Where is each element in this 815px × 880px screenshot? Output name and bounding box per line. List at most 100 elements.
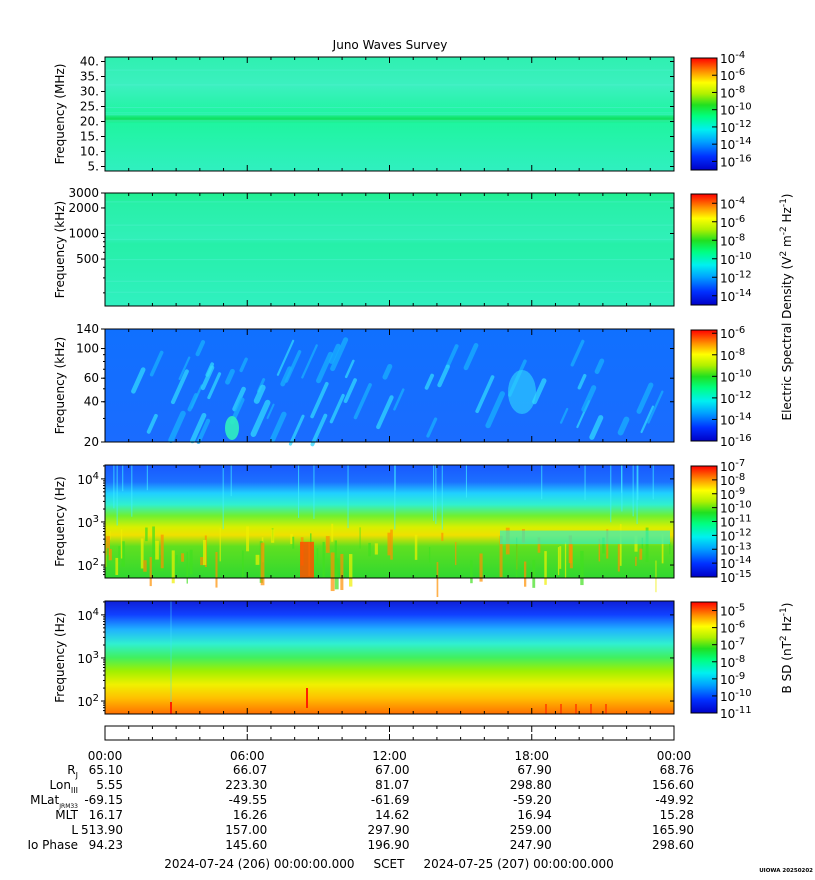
y-tick-label: 102 xyxy=(77,557,99,573)
colorbar-tick-label: 10-16 xyxy=(720,433,752,449)
ephemeris-row-label: MLatJRM33 xyxy=(30,793,78,810)
ephemeris-row-label: Io Phase xyxy=(27,838,78,852)
x-tick-label: 12:00 xyxy=(372,749,407,763)
colorbar-tick-label: 10-13 xyxy=(720,541,752,557)
colorbar-tick-label: 10-16 xyxy=(720,153,752,169)
y-tick-label: 15. xyxy=(80,130,99,144)
ephemeris-row-label: MLT xyxy=(55,808,78,822)
panels-group: 40.35.30.25.20.15.10.5. Frequency (MHz) 30… xyxy=(53,55,675,715)
colorbar-tick-label: 10-11 xyxy=(720,514,752,530)
panel-5: 104 103 102 Frequency (Hz) xyxy=(53,600,675,715)
ephemeris-value: 247.90 xyxy=(510,838,552,852)
x-tick-label: 06:00 xyxy=(230,749,265,763)
ephemeris-row-label: LonIII xyxy=(50,778,79,795)
time-axis: 00:00 06:00 12:00 18:00 00:00 xyxy=(88,725,692,763)
colorbar-tick-label: 10-10 xyxy=(720,688,752,704)
colorbar-tick-label: 10-11 xyxy=(720,705,752,721)
ephemeris-value: 513.90 xyxy=(81,823,123,837)
y-axis-label: Frequency (kHz) xyxy=(53,337,67,434)
colorbar-tick-label: 10-8 xyxy=(720,84,745,100)
colorbar-tick-label: 10-14 xyxy=(720,136,752,152)
ephemeris-value: 259.00 xyxy=(510,823,552,837)
y-tick-label: 102 xyxy=(77,693,99,709)
y-tick-label: 103 xyxy=(77,514,99,530)
colorbar-gradient-5 xyxy=(690,601,718,714)
ephemeris-value: 16.26 xyxy=(233,808,267,822)
y-tick-label: 35. xyxy=(80,70,99,84)
y-tick-label: 140 xyxy=(76,322,99,336)
ephemeris-value: -59.20 xyxy=(513,793,552,807)
y-tick-label: 104 xyxy=(77,471,99,487)
y-tick-label: 25. xyxy=(80,100,99,114)
colorbar-tick-label: 10-5 xyxy=(720,603,745,619)
colorbar-tick-label: 10-4 xyxy=(720,195,745,211)
x-tick-label: 00:00 xyxy=(88,749,123,763)
panel-4: 104 103 102 Frequency (Hz) xyxy=(53,464,675,598)
spectrogram-panel-3 xyxy=(105,329,674,442)
colorbar-tick-label: 10-10 xyxy=(720,500,752,516)
colorbar-label-electric: Electric Spectral Density (V2 m-2 Hz-1) xyxy=(779,193,794,420)
ephemeris-value: 196.90 xyxy=(368,838,410,852)
colorbar-tick-label: 10-7 xyxy=(720,637,745,653)
colorbar-tick-label: 10-14 xyxy=(720,411,752,427)
ephemeris-value: 14.62 xyxy=(375,808,409,822)
ephemeris-value: 5.55 xyxy=(96,778,123,792)
ephemeris-value: -61.69 xyxy=(371,793,410,807)
colorbar-tick-label: 10-8 xyxy=(720,654,745,670)
ephemeris-value: 298.60 xyxy=(652,838,694,852)
spectrogram-panel-4 xyxy=(105,465,674,578)
ephemeris-value: 165.90 xyxy=(652,823,694,837)
y-tick-label: 100 xyxy=(76,342,99,356)
y-tick-label: 2000 xyxy=(68,201,99,215)
x-tick-label: 18:00 xyxy=(514,749,549,763)
colorbar-tick-label: 10-6 xyxy=(720,214,745,230)
colorbar-tick-label: 10-8 xyxy=(720,347,745,363)
colorbar-label-magnetic: B SD (nT2 Hz-1) xyxy=(779,603,794,694)
colorbar-2: 10-4 10-6 10-8 10-10 10-12 10-14 xyxy=(690,193,752,306)
colorbar-tick-label: 10-4 xyxy=(720,50,745,66)
y-tick-label: 30. xyxy=(80,85,99,99)
y-tick-label: 20 xyxy=(84,435,99,449)
colorbar-tick-label: 10-12 xyxy=(720,269,752,285)
ephemeris-value: 67.90 xyxy=(517,763,551,777)
spectrogram-texture-1 xyxy=(105,69,674,122)
ephemeris-value: -49.92 xyxy=(655,793,694,807)
y-tick-label: 60 xyxy=(84,371,99,385)
y-axis-label: Frequency (Hz) xyxy=(53,612,67,703)
ephemeris-value: 67.00 xyxy=(375,763,409,777)
colorbar-tick-label: 10-7 xyxy=(720,458,745,474)
spectrogram-texture-2 xyxy=(105,201,674,293)
ephemeris-row-label: L xyxy=(71,823,78,837)
x-tick-label: 00:00 xyxy=(657,749,692,763)
panel-3: 140 100 60 40 20 Frequency (kHz) xyxy=(53,322,675,449)
colorbar-tick-label: 10-8 xyxy=(720,232,745,248)
y-tick-label: 10. xyxy=(80,145,99,159)
spectrogram-texture-3 xyxy=(131,337,664,447)
ephemeris-value: 81.07 xyxy=(375,778,409,792)
y-tick-label: 104 xyxy=(77,607,99,623)
ephemeris-value: 157.00 xyxy=(225,823,267,837)
ephemeris-value: 66.07 xyxy=(233,763,267,777)
colorbar-tick-label: 10-12 xyxy=(720,119,752,135)
colorbar-tick-label: 10-14 xyxy=(720,555,752,571)
colorbar-tick-label: 10-10 xyxy=(720,251,752,267)
colorbar-tick-label: 10-6 xyxy=(720,620,745,636)
colorbar-tick-label: 10-12 xyxy=(720,390,752,406)
colorbar-tick-label: 10-15 xyxy=(720,569,752,585)
ephemeris-value: 297.90 xyxy=(368,823,410,837)
y-tick-label: 1000 xyxy=(68,227,99,241)
ephemeris-value: 94.23 xyxy=(89,838,123,852)
ephemeris-value: 65.10 xyxy=(89,763,123,777)
colorbar-tick-label: 10-6 xyxy=(720,67,745,83)
colorbar-gradient-3 xyxy=(690,329,718,442)
time-range-label: 2024-07-24 (206) 00:00:00.000 SCET 2024-… xyxy=(164,857,614,871)
ephemeris-value: 15.28 xyxy=(660,808,694,822)
ephemeris-value: 298.80 xyxy=(510,778,552,792)
colorbar-tick-label: 10-10 xyxy=(720,102,752,118)
spectrogram-texture-5 xyxy=(170,601,607,714)
credit-label: UIOWA 20250202 xyxy=(759,868,813,874)
ephemeris-table: RJ 65.10 66.07 67.00 67.90 68.76 LonIII 5.55 223… xyxy=(27,763,694,852)
